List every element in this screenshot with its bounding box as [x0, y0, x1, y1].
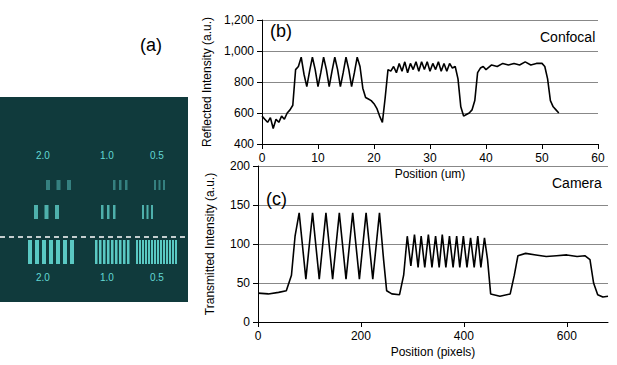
svg-text:1,200: 1,200	[224, 13, 254, 27]
svg-text:(c): (c)	[266, 189, 287, 209]
svg-text:400: 400	[234, 137, 254, 151]
svg-text:200: 200	[230, 159, 250, 173]
svg-text:50: 50	[535, 151, 549, 165]
svg-text:800: 800	[234, 75, 254, 89]
svg-text:Confocal: Confocal	[540, 29, 595, 45]
svg-text:600: 600	[557, 329, 577, 343]
svg-text:10: 10	[311, 151, 325, 165]
svg-text:2.0: 2.0	[36, 150, 50, 161]
svg-text:200: 200	[351, 329, 371, 343]
svg-text:0.5: 0.5	[150, 272, 164, 283]
svg-text:400: 400	[454, 329, 474, 343]
svg-text:20: 20	[367, 151, 381, 165]
svg-text:Transmitted Intensity (a.u.): Transmitted Intensity (a.u.)	[203, 173, 217, 315]
svg-text:1.0: 1.0	[100, 150, 114, 161]
svg-text:50: 50	[237, 276, 251, 290]
svg-text:150: 150	[230, 198, 250, 212]
svg-text:0.5: 0.5	[150, 150, 164, 161]
svg-text:1.0: 1.0	[100, 272, 114, 283]
svg-text:40: 40	[479, 151, 493, 165]
svg-text:Reflected Intensity (a.u.): Reflected Intensity (a.u.)	[200, 17, 214, 147]
svg-text:1,000: 1,000	[224, 44, 254, 58]
svg-text:0: 0	[243, 315, 250, 329]
svg-text:(b): (b)	[270, 21, 292, 41]
svg-text:0: 0	[255, 329, 262, 343]
svg-text:100: 100	[230, 237, 250, 251]
svg-text:Position (pixels): Position (pixels)	[391, 345, 476, 359]
svg-text:0: 0	[259, 151, 266, 165]
svg-text:Position (um): Position (um)	[395, 167, 466, 181]
svg-text:30: 30	[423, 151, 437, 165]
svg-text:(a): (a)	[140, 35, 162, 55]
svg-text:600: 600	[234, 106, 254, 120]
svg-text:Camera: Camera	[552, 175, 602, 191]
svg-text:60: 60	[591, 151, 605, 165]
svg-text:2.0: 2.0	[36, 272, 50, 283]
